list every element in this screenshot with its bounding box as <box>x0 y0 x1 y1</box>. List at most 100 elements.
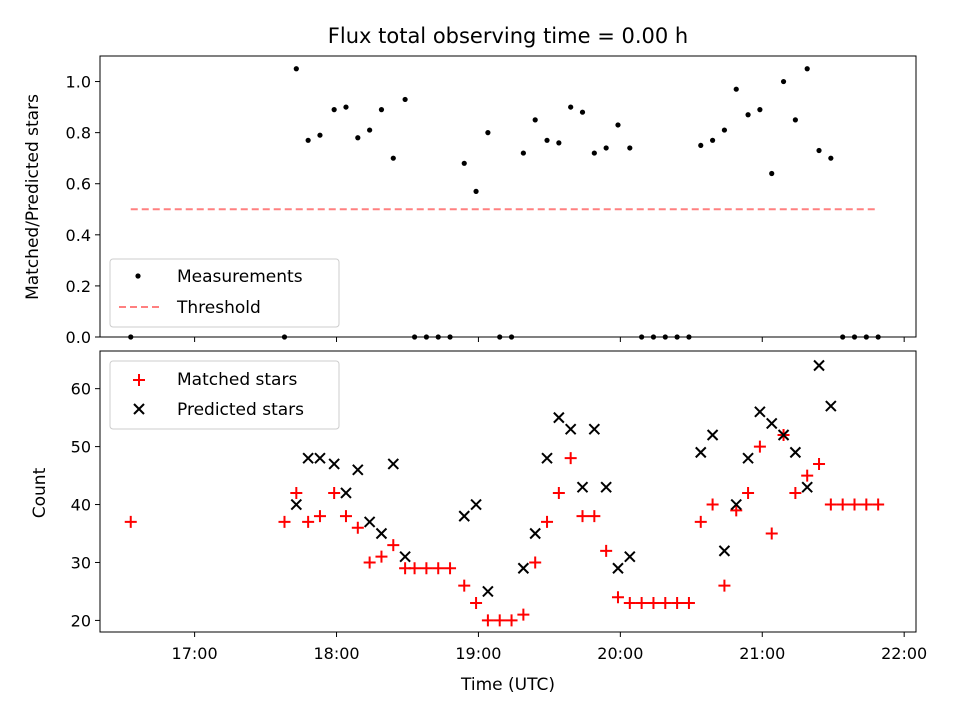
count-axes: 20 30 40 50 60 17:00 18:00 19:00 20:00 21:00 22:0… <box>30 350 927 695</box>
matched-star-point <box>718 579 731 592</box>
measurement-point <box>709 137 716 143</box>
matched-star-point <box>576 510 589 523</box>
x-tick-label: 17:00 <box>172 644 218 663</box>
predicted-star-point <box>789 446 802 459</box>
measurement-point <box>355 135 361 141</box>
ratio-legend: Measurements Threshold <box>109 258 340 328</box>
count-x-axis: 17:00 18:00 19:00 20:00 21:00 22:00 <box>172 632 927 663</box>
measurement-point <box>733 86 739 92</box>
measurement-point <box>792 117 798 123</box>
chart-title: Flux total observing time = 0.00 h <box>328 24 688 48</box>
matched-star-point <box>647 597 660 610</box>
matched-star-point <box>481 614 494 627</box>
matched-star-point <box>730 504 743 517</box>
count-y-tick-label: 50 <box>71 438 91 457</box>
matched-star-point <box>706 498 719 511</box>
predicted-star-point <box>517 562 530 574</box>
matched-star-point <box>836 498 849 511</box>
legend-matched-marker <box>133 374 145 386</box>
count-y-tick-label: 20 <box>71 611 91 630</box>
measurement-point <box>331 107 337 113</box>
ratio-y-tick-label: 0.4 <box>66 226 91 245</box>
matched-star-point <box>458 579 471 592</box>
measurement-point <box>804 66 810 72</box>
matched-star-point <box>493 614 506 627</box>
matched-star-point <box>470 597 483 610</box>
matched-star-point <box>552 486 565 499</box>
matched-star-point <box>671 597 684 610</box>
measurement-point <box>520 150 526 156</box>
measurement-point <box>615 122 621 128</box>
measurement-point <box>828 155 834 161</box>
measurement-point <box>367 127 373 133</box>
ratio-y-tick-label: 1.0 <box>66 73 91 92</box>
measurement-point <box>378 107 385 113</box>
matched-star-point <box>753 440 766 453</box>
predicted-star-point <box>730 498 742 511</box>
predicted-star-point <box>290 498 303 511</box>
matched-star-point <box>339 510 352 523</box>
predicted-star-point <box>328 458 340 470</box>
measurement-point <box>461 160 467 166</box>
measurement-point <box>485 130 491 136</box>
matched-star-point <box>278 515 291 528</box>
count-y-tick-label: 30 <box>71 553 91 572</box>
matched-star-point <box>387 539 400 552</box>
predicted-star-point <box>482 585 494 598</box>
measurement-point <box>579 109 586 115</box>
predicted-star-point <box>363 516 376 528</box>
count-legend: Matched stars Predicted stars <box>109 360 340 430</box>
count-y-tick-label: 40 <box>71 496 91 515</box>
predicted-star-point <box>813 359 825 372</box>
predicted-star-point <box>801 481 813 493</box>
x-tick-label: 18:00 <box>313 644 359 663</box>
predicted-star-point <box>375 527 388 540</box>
count-y-tick-label: 60 <box>71 380 91 399</box>
count-axes-frame <box>99 350 917 633</box>
measurement-point <box>757 107 763 113</box>
predicted-star-point <box>352 464 364 476</box>
predicted-star-point <box>314 452 326 464</box>
measurement-point <box>473 188 479 194</box>
matched-star-point <box>682 597 695 610</box>
matched-star-point <box>444 562 457 575</box>
predicted-star-point <box>399 550 411 563</box>
predicted-star-point <box>624 550 636 563</box>
legend-measurements-marker <box>135 273 141 279</box>
x-tick-label: 21:00 <box>739 644 785 663</box>
measurement-point <box>603 145 609 151</box>
predicted-star-point <box>458 510 470 522</box>
matched-star-point <box>302 515 315 528</box>
predicted-star-point <box>588 423 601 435</box>
matched-star-point <box>432 562 445 575</box>
predicted-star-point <box>541 452 553 464</box>
ratio-y-tick-label: 0.2 <box>66 277 91 296</box>
measurement-point <box>769 170 775 177</box>
count-y-axis-label: Count <box>30 467 50 518</box>
matched-star-point <box>611 591 624 604</box>
matched-star-point <box>813 457 826 470</box>
predicted-star-point <box>695 446 707 459</box>
ratio-legend-box <box>109 258 340 328</box>
predicted-star-point <box>340 487 352 499</box>
measurement-point <box>305 137 311 143</box>
matched-star-point <box>541 515 554 528</box>
predicted-star-point <box>777 429 790 441</box>
ratio-y-axis: 0.0 0.2 0.4 0.6 0.8 1.0 <box>66 73 100 347</box>
matched-star-point <box>313 510 326 523</box>
matched-star-point <box>290 486 303 499</box>
matched-star-point <box>588 510 601 523</box>
predicted-star-point <box>742 452 754 464</box>
matched-star-point <box>600 544 613 557</box>
matched-star-point <box>659 597 672 610</box>
measurement-point <box>591 150 597 156</box>
matched-star-point <box>824 498 837 511</box>
matched-star-point <box>505 614 518 627</box>
x-tick-label: 19:00 <box>455 644 501 663</box>
measurement-point <box>532 117 538 123</box>
predicted-star-point <box>706 429 719 441</box>
ratio-y-axis-label: Matched/Predicted stars <box>23 94 43 300</box>
measurement-point <box>293 66 299 72</box>
